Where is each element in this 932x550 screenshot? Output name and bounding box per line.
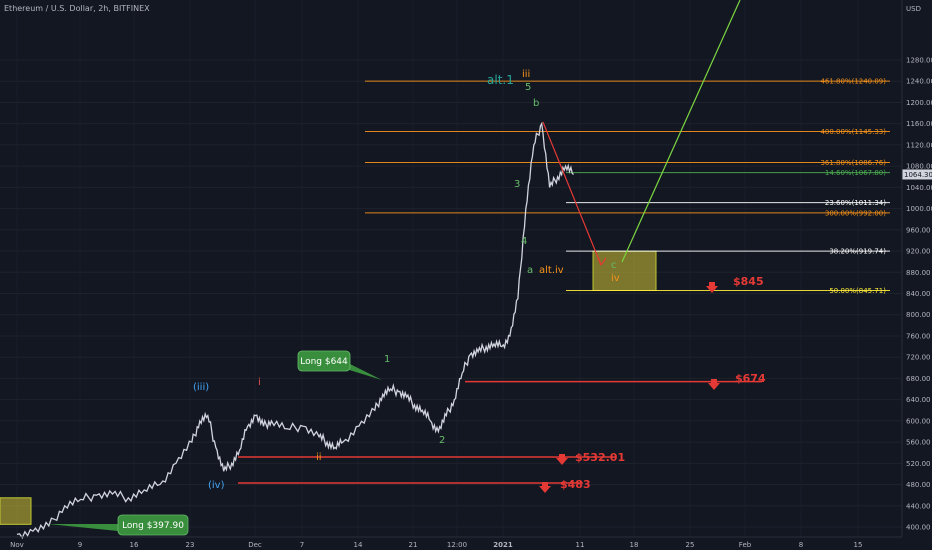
support-price-label: $483 (560, 478, 591, 491)
y-tick-label: 480.00 (906, 481, 931, 489)
projection-paths (542, 0, 741, 266)
y-tick-label: 680.00 (906, 375, 931, 383)
y-tick-label: 1240.00 (906, 78, 932, 86)
y-tick-label: 440.00 (906, 502, 931, 510)
wave-label: (iv) (208, 480, 225, 491)
entry-zone-box (0, 497, 32, 525)
fib-level-label: 300.00%(992.00) (825, 209, 886, 217)
wave-label: alt.1 (487, 73, 514, 87)
x-tick-label: 23 (186, 541, 195, 549)
x-tick-label: 12:00 (447, 541, 467, 549)
y-tick-label: 800.00 (906, 311, 931, 319)
wave-label: b (533, 98, 539, 109)
fib-level-label: 23.60%(1011.34) (825, 199, 886, 207)
x-tick-label: 18 (630, 541, 639, 549)
y-axis: USD 1280.00 1240.00 1200.00 1160.00 1120.00 10… (901, 0, 932, 537)
support-price-label: $674 (735, 372, 766, 385)
projection-up-path (621, 0, 741, 263)
support-price-label: $845 (733, 275, 764, 288)
fib-level-label: 461.80%(1240.09) (820, 78, 886, 86)
fib-level-label: 50.00%(845.71) (829, 287, 886, 295)
projection-down-path (542, 121, 602, 266)
x-tick-label: Nov (10, 541, 24, 549)
y-tick-label: 720.00 (906, 354, 931, 362)
fib-level-label: 400.00%(1145.33) (820, 128, 886, 136)
wave-label: c (611, 260, 617, 271)
fib-levels: 461.80%(1240.09) 400.00%(1145.33) 361.80%(… (365, 78, 890, 295)
grid (0, 59, 902, 528)
wave-label: 1 (384, 354, 390, 365)
x-tick-label: 14 (354, 541, 363, 549)
down-arrow-icon (708, 379, 720, 390)
y-tick-label: 400.00 (906, 524, 931, 532)
arrowhead-icon (597, 256, 607, 266)
fib-level-label: 38.20%(919.74) (829, 248, 886, 256)
y-tick-label: 1160.00 (906, 120, 932, 128)
y-tick-label: 880.00 (906, 269, 931, 277)
y-tick-label: 960.00 (906, 226, 931, 234)
support-price-label: $532.01 (575, 451, 625, 464)
wave-label: alt.iv (539, 265, 564, 276)
wave-label: iii (522, 69, 530, 80)
callout-label: Long $644 (300, 357, 348, 367)
y-tick-label: 1280.00 (906, 57, 932, 65)
x-tick-label: 15 (854, 541, 863, 549)
y-tick-label: 760.00 (906, 332, 931, 340)
down-arrow-icon (556, 454, 568, 465)
wave-label: 3 (514, 179, 520, 190)
y-tick-label: 600.00 (906, 417, 931, 425)
current-price-tag (902, 169, 932, 180)
x-tick-label: Dec (248, 541, 262, 549)
x-tick-label: 21 (409, 541, 418, 549)
down-arrow-icon (706, 282, 718, 293)
wave-label: 2 (439, 435, 445, 446)
y-tick-label: 1000.00 (906, 205, 932, 213)
chart-title: Ethereum / U.S. Dollar, 2h, BITFINEX (4, 4, 150, 13)
wave-label: iv (611, 273, 620, 284)
wave-label: 5 (525, 82, 531, 93)
y-tick-label: 1120.00 (906, 141, 932, 149)
y-tick-label: 520.00 (906, 460, 931, 468)
x-tick-label: Feb (739, 541, 752, 549)
y-tick-label: 1040.00 (906, 184, 932, 192)
callout-label: Long $397.90 (122, 521, 184, 531)
callout-box (117, 514, 189, 536)
current-price-label: 1064.30 (904, 171, 932, 179)
currency-label: USD (906, 5, 921, 13)
callout-pointer (346, 364, 382, 380)
y-tick-label: 640.00 (906, 396, 931, 404)
price-line (16, 121, 574, 540)
price-series (16, 121, 574, 540)
wave-label: (iii) (193, 382, 209, 393)
y-tick-label: 1080.00 (906, 163, 932, 171)
wave-label: ii (316, 452, 322, 463)
y-tick-label: 920.00 (906, 248, 931, 256)
wave-label: a (527, 265, 533, 276)
fib-level-label: 14.60%(1067.80) (825, 169, 886, 177)
x-tick-label: 16 (130, 541, 139, 549)
x-tick-label: 7 (300, 541, 304, 549)
wave-label: 4 (521, 236, 527, 247)
x-tick-label: 11 (576, 541, 585, 549)
x-tick-label: 8 (799, 541, 803, 549)
x-tick-label: 2021 (493, 541, 513, 549)
x-tick-label: 25 (686, 541, 695, 549)
callout-pointer (48, 524, 118, 531)
callout-box (297, 350, 351, 372)
x-tick-label: 9 (78, 541, 82, 549)
y-tick-label: 840.00 (906, 290, 931, 298)
fib-level-label: 361.80%(1086.76) (820, 159, 886, 167)
y-tick-label: 1200.00 (906, 99, 932, 107)
wave-label: i (258, 377, 261, 388)
down-arrow-icon (539, 482, 551, 493)
y-tick-label: 560.00 (906, 439, 931, 447)
callouts: Long $644 Long $397.90 (48, 350, 382, 536)
x-axis: Nov 9 16 23 Dec 7 14 21 12:00 2021 11 18 25 Feb 8 15 (0, 536, 902, 549)
support-levels: $845 $674 $532.01 $483 (238, 275, 766, 493)
